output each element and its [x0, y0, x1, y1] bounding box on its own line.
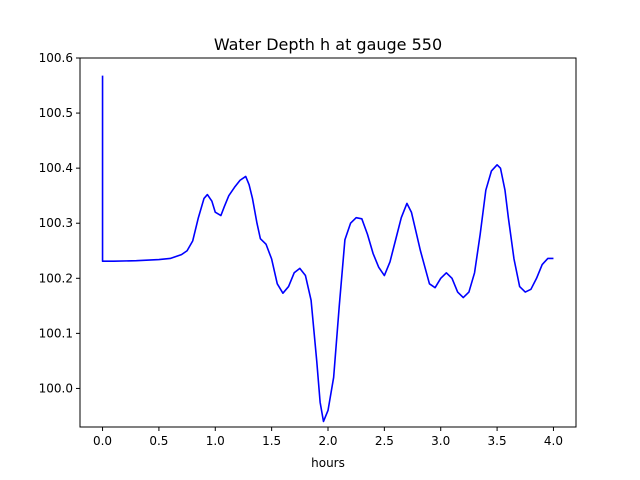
- y-axis: 100.0 100.1 100.2 100.3 100.4 100.5 100.6: [39, 51, 80, 395]
- plot-frame: [79, 57, 577, 428]
- x-tick-label: 1.5: [262, 434, 281, 448]
- y-tick-label: 100.4: [39, 161, 73, 175]
- y-tick-label: 100.0: [39, 381, 73, 395]
- x-tick-label: 3.0: [431, 434, 450, 448]
- plot-area: [101, 75, 554, 423]
- x-tick-label: 0.0: [93, 434, 112, 448]
- y-tick-label: 100.2: [39, 271, 73, 285]
- x-tick-label: 0.5: [149, 434, 168, 448]
- y-tick-label: 100.3: [39, 216, 73, 230]
- series-line-0: [101, 75, 554, 423]
- x-axis: 0.0 0.5 1.0 1.5 2.0 2.5 3.0 3.5 4.0: [93, 427, 563, 448]
- y-tick-label: 100.6: [39, 51, 73, 65]
- x-tick-label: 4.0: [544, 434, 563, 448]
- chart-title: Water Depth h at gauge 550: [214, 35, 442, 54]
- x-tick-label: 3.5: [488, 434, 507, 448]
- y-tick-label: 100.5: [39, 106, 73, 120]
- x-tick-label: 2.0: [318, 434, 337, 448]
- x-axis-label: hours: [311, 456, 345, 470]
- y-tick-label: 100.1: [39, 326, 73, 340]
- x-tick-label: 2.5: [375, 434, 394, 448]
- x-tick-label: 1.0: [206, 434, 225, 448]
